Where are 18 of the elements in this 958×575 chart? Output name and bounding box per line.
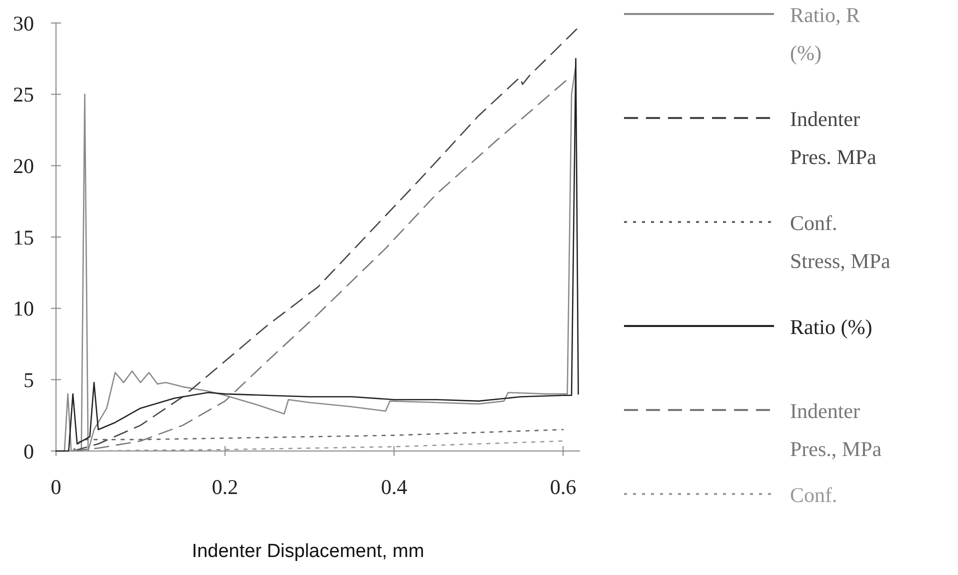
y-tick-label: 10 xyxy=(13,296,34,321)
x-axis-title: Indenter Displacement, mm xyxy=(192,541,424,562)
x-tick-label: 0.2 xyxy=(212,475,238,499)
x-tick-label: 0.6 xyxy=(550,475,576,499)
x-tick-label: 0 xyxy=(50,475,62,499)
y-tick-label: 20 xyxy=(13,154,34,178)
y-tick-label: 15 xyxy=(13,225,34,250)
text: Indenter Pres. MPa xyxy=(790,107,878,169)
text: Indenter Pres., MPa xyxy=(790,399,882,461)
y-tick-label: 5 xyxy=(24,368,34,392)
text: Conf. xyxy=(790,483,838,507)
y-tick-label: 30 xyxy=(13,11,34,36)
text: Ratio (%) xyxy=(790,315,872,339)
y-tick-label: 0 xyxy=(24,439,34,464)
text: Ratio, R (%) xyxy=(790,3,860,65)
y-tick-label: 25 xyxy=(13,82,34,107)
text: Conf. Stress, MPa xyxy=(790,211,892,273)
x-tick-label: 0.4 xyxy=(380,475,408,499)
